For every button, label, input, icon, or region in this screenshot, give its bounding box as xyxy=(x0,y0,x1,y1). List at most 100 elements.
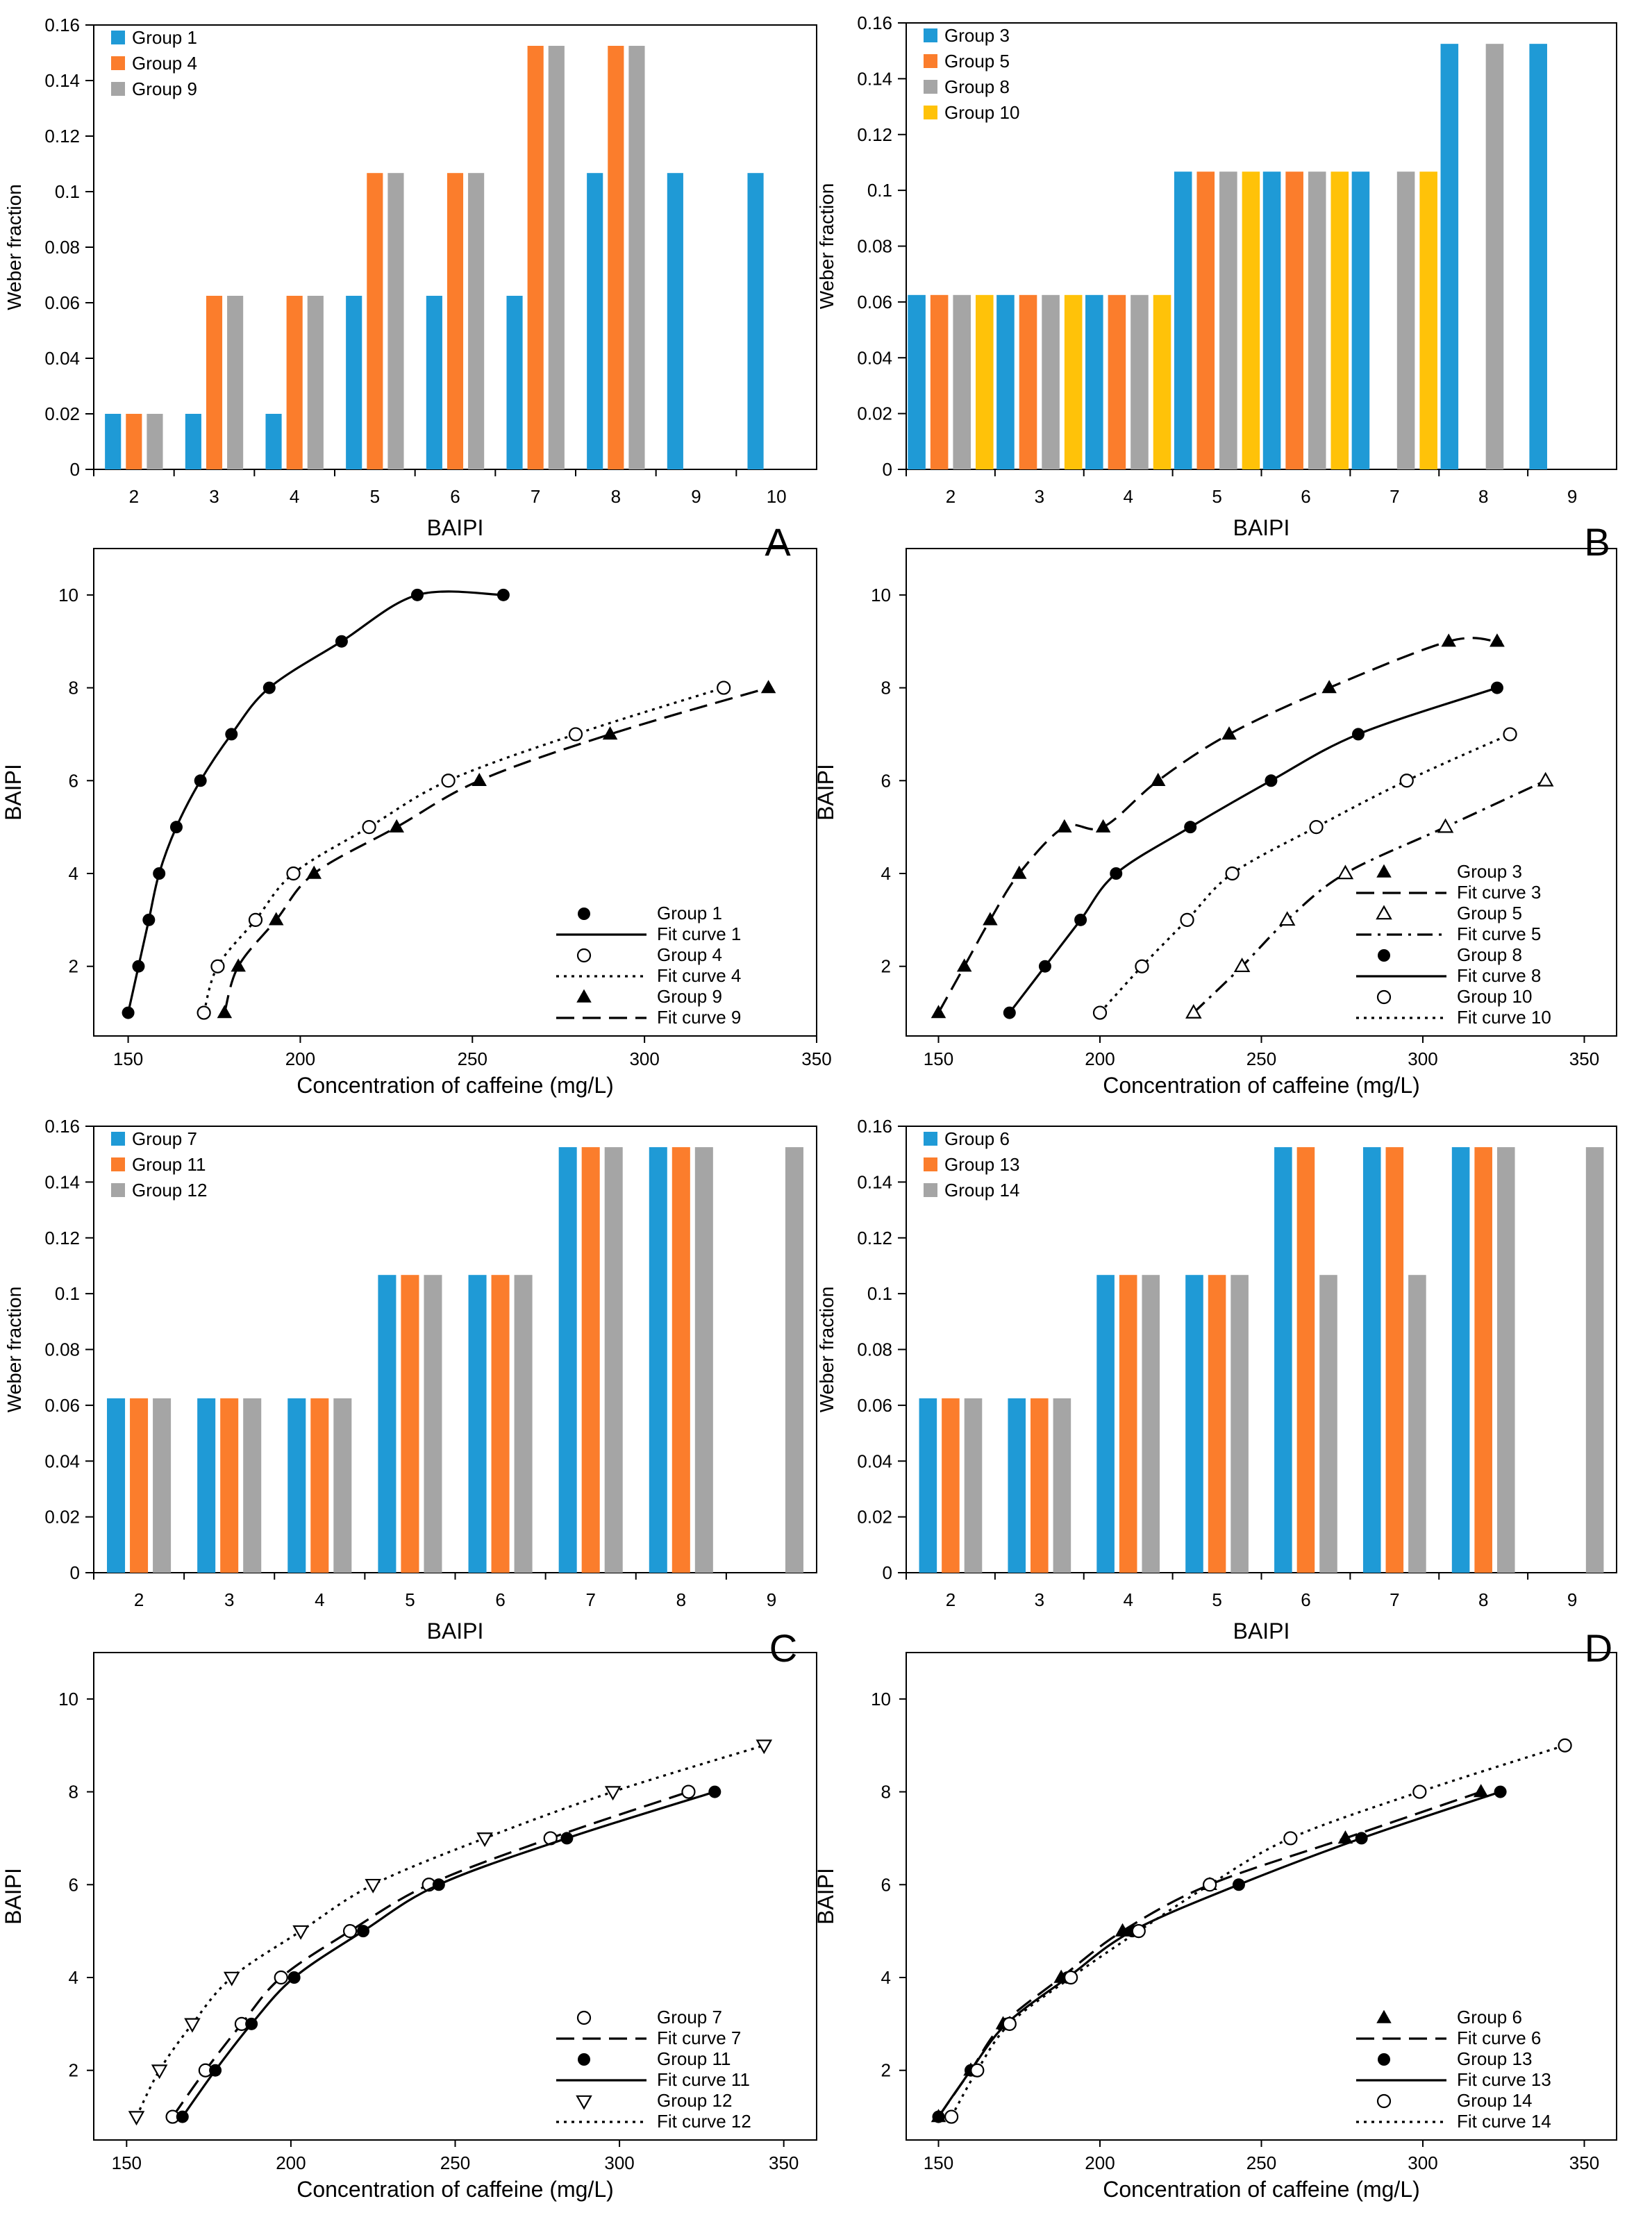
marker-group-8 xyxy=(1490,681,1503,694)
x-tick-label: 200 xyxy=(1085,2152,1115,2173)
plot-frame xyxy=(93,548,817,1037)
marker-group-11 xyxy=(560,1832,574,1845)
y-axis-label: BAIPI xyxy=(813,764,838,821)
marker-group-4 xyxy=(286,866,301,881)
legend-swatch xyxy=(924,106,937,119)
bar-group-1-2 xyxy=(105,414,122,469)
legend-label: Group 5 xyxy=(944,51,1010,72)
y-tick-label: 2 xyxy=(69,956,78,977)
y-tick-label: 4 xyxy=(69,863,78,884)
legend-label: Fit curve 3 xyxy=(1457,882,1541,903)
legend-marker xyxy=(576,2010,592,2025)
legend-swatch xyxy=(924,80,937,94)
marker-group-12 xyxy=(128,2111,145,2126)
y-tick-label: 0.12 xyxy=(857,124,892,145)
bar-chart-C-bar: 0 0.02 0.04 0.06 0.08 0.1 0.12 0.14 0.16 2 3 4 5 6 7 8 9… xyxy=(3,1116,817,1644)
bar-group-13-4 xyxy=(1119,1275,1137,1573)
bar-chart-B-bar: 0 0.02 0.04 0.06 0.08 0.1 0.12 0.14 0.16 2 3 4 5 6 7 8 9… xyxy=(816,12,1617,540)
bar-group-10-6 xyxy=(1330,172,1349,469)
x-axis-label: Concentration of caffeine (mg/L) xyxy=(1103,1073,1420,1098)
y-tick-label: 0.06 xyxy=(44,1395,80,1416)
x-tick-label: 8 xyxy=(611,486,621,507)
y-tick-label: 0.14 xyxy=(44,70,80,91)
y-tick-label: 0.12 xyxy=(44,1228,80,1248)
legend-swatch xyxy=(111,1157,125,1171)
marker-group-11 xyxy=(287,1971,301,1984)
y-tick-label: 2 xyxy=(881,956,891,977)
marker-group-10 xyxy=(1225,866,1240,881)
y-tick-label: 10 xyxy=(871,1689,891,1709)
bar-group-1-8 xyxy=(587,173,603,469)
y-tick-label: 0.1 xyxy=(867,180,892,201)
x-tick-label: 150 xyxy=(924,1048,953,1069)
marker-group-9 xyxy=(602,726,618,740)
bar-group-6-6 xyxy=(1274,1147,1292,1573)
marker-group-5 xyxy=(1278,911,1296,926)
y-tick-label: 0.16 xyxy=(857,12,892,33)
marker-group-9 xyxy=(472,772,487,786)
bar-group-4-4 xyxy=(286,296,303,469)
marker-group-5 xyxy=(1233,958,1251,973)
bar-group-11-2 xyxy=(130,1398,149,1573)
x-tick-label: 6 xyxy=(450,486,460,507)
y-tick-label: 8 xyxy=(69,1782,78,1803)
legend-label: Group 9 xyxy=(132,78,197,99)
marker-group-5 xyxy=(1337,864,1354,880)
marker-group-14 xyxy=(1202,1878,1217,1892)
marker-group-14 xyxy=(1002,2016,1017,2031)
x-tick-label: 3 xyxy=(224,1589,234,1610)
marker-group-12 xyxy=(151,2064,168,2080)
legend-marker xyxy=(1378,2053,1390,2066)
x-tick-label: 200 xyxy=(1085,1048,1115,1069)
bar-group-13-8 xyxy=(1474,1147,1492,1573)
marker-group-4 xyxy=(248,912,263,927)
marker-group-8 xyxy=(1074,913,1087,926)
legend-swatch xyxy=(111,56,125,70)
fit-curve-group-6 xyxy=(937,1791,1482,2118)
marker-group-7 xyxy=(681,1784,696,1799)
x-tick-label: 5 xyxy=(405,1589,415,1610)
legend-marker xyxy=(578,908,590,920)
fit-curve-group-9 xyxy=(223,687,769,1014)
bar-group-5-3 xyxy=(1019,294,1037,469)
marker-group-1 xyxy=(194,774,207,787)
y-tick-label: 0.12 xyxy=(857,1228,892,1248)
bar-group-9-5 xyxy=(387,173,404,469)
bar-group-8-4 xyxy=(1130,294,1149,469)
x-tick-label: 3 xyxy=(209,486,219,507)
x-tick-label: 300 xyxy=(1408,2152,1437,2173)
x-tick-label: 7 xyxy=(531,486,540,507)
x-tick-label: 350 xyxy=(1569,2152,1599,2173)
bar-group-3-4 xyxy=(1085,294,1103,469)
marker-group-14 xyxy=(1283,1831,1298,1846)
y-tick-label: 0.16 xyxy=(44,1116,80,1137)
bar-group-9-2 xyxy=(147,414,163,469)
bar-group-10-5 xyxy=(1242,172,1260,469)
y-tick-label: 4 xyxy=(881,1967,891,1988)
bar-group-14-9 xyxy=(1585,1147,1604,1573)
marker-group-5 xyxy=(1437,818,1454,833)
bar-group-11-5 xyxy=(401,1275,419,1573)
bar-group-3-5 xyxy=(1174,172,1192,469)
panel-letter-C: C xyxy=(769,1626,797,1670)
x-tick-label: 10 xyxy=(767,486,787,507)
y-tick-label: 0.08 xyxy=(44,237,80,258)
bar-group-7-7 xyxy=(558,1147,577,1573)
x-axis-label: BAIPI xyxy=(427,1619,484,1644)
x-tick-label: 350 xyxy=(1569,1048,1599,1069)
bar-group-10-4 xyxy=(1153,294,1171,469)
bar-group-7-6 xyxy=(468,1275,487,1573)
legend-label: Group 12 xyxy=(657,2090,732,2111)
bar-group-4-6 xyxy=(447,173,464,469)
bar-group-1-9 xyxy=(667,173,683,469)
y-tick-label: 0.08 xyxy=(44,1339,80,1360)
marker-group-8 xyxy=(1038,960,1051,973)
x-tick-label: 9 xyxy=(691,486,701,507)
bar-group-14-5 xyxy=(1230,1275,1249,1573)
y-tick-label: 0.02 xyxy=(44,403,80,424)
legend-label: Group 11 xyxy=(657,2048,731,2069)
marker-group-13 xyxy=(1494,1785,1507,1798)
marker-group-9 xyxy=(306,865,322,879)
legend-swatch xyxy=(924,1157,937,1171)
marker-group-12 xyxy=(604,1786,621,1801)
